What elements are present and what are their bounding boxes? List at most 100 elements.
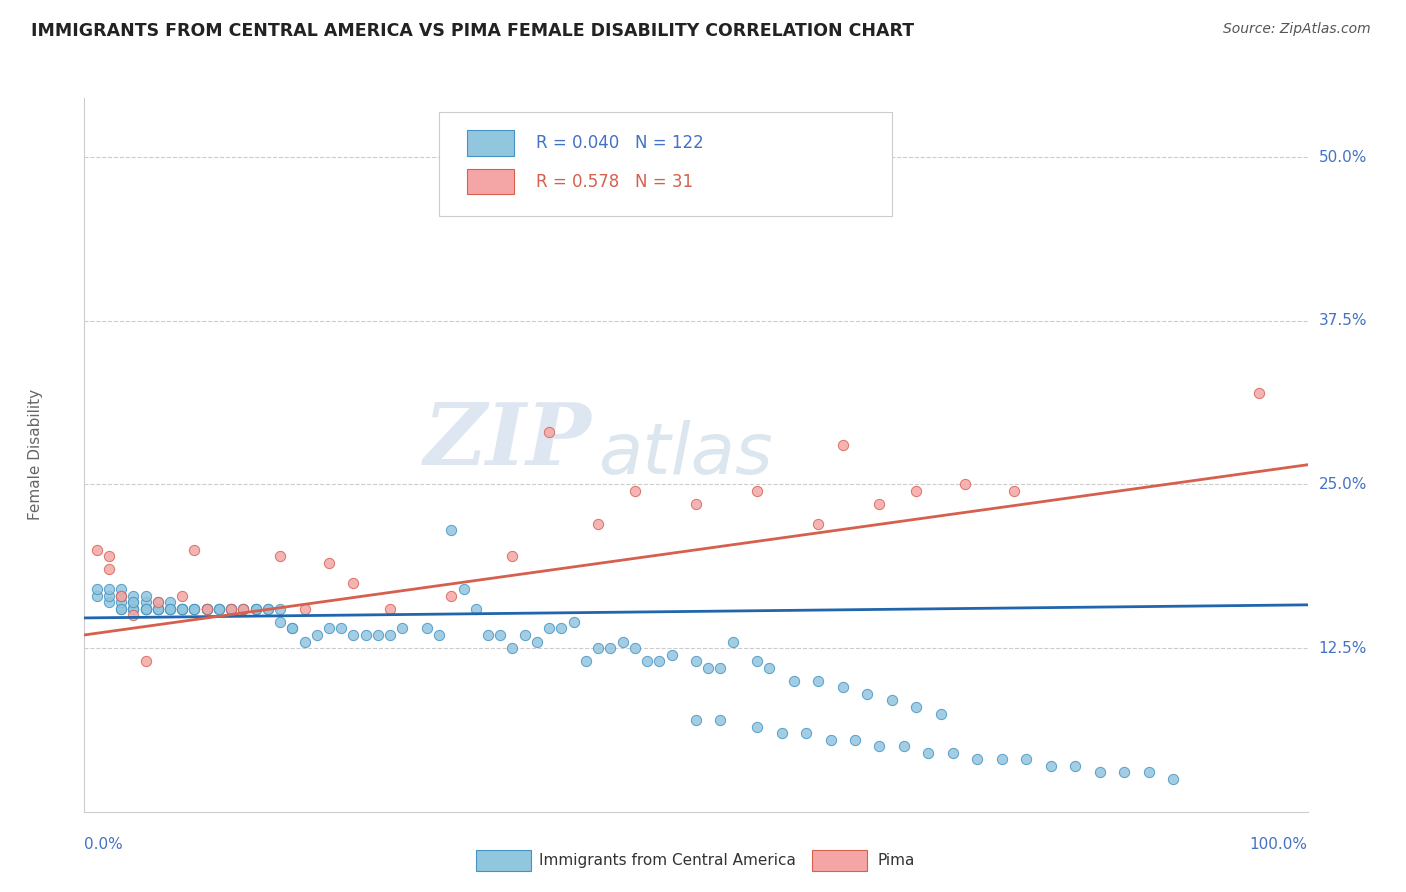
- Point: [232, 601, 254, 615]
- Text: Pima: Pima: [877, 853, 914, 868]
- Point: [219, 601, 242, 615]
- Point: [146, 601, 169, 615]
- Point: [110, 601, 132, 615]
- Point: [172, 589, 194, 603]
- Point: [427, 628, 450, 642]
- Point: [232, 601, 254, 615]
- Point: [905, 483, 928, 498]
- Point: [747, 654, 769, 668]
- Point: [747, 720, 769, 734]
- Point: [1015, 752, 1038, 766]
- Point: [685, 654, 707, 668]
- Point: [97, 562, 120, 576]
- Point: [917, 746, 939, 760]
- Point: [281, 621, 304, 635]
- Text: R = 0.040   N = 122: R = 0.040 N = 122: [536, 134, 703, 152]
- Point: [122, 601, 145, 615]
- Point: [1161, 772, 1184, 786]
- Point: [526, 634, 548, 648]
- Point: [440, 523, 463, 537]
- Point: [380, 628, 402, 642]
- Point: [318, 556, 340, 570]
- Point: [245, 601, 267, 615]
- Point: [942, 746, 965, 760]
- Point: [195, 601, 218, 615]
- Point: [575, 654, 598, 668]
- Point: [172, 601, 194, 615]
- Text: R = 0.578   N = 31: R = 0.578 N = 31: [536, 173, 693, 191]
- Point: [183, 601, 205, 615]
- Point: [281, 621, 304, 635]
- Text: 100.0%: 100.0%: [1250, 837, 1308, 852]
- Point: [1002, 483, 1025, 498]
- FancyBboxPatch shape: [467, 130, 513, 156]
- Point: [159, 601, 181, 615]
- Point: [122, 601, 145, 615]
- Point: [905, 700, 928, 714]
- Point: [110, 601, 132, 615]
- Point: [146, 595, 169, 609]
- Point: [794, 726, 817, 740]
- Point: [1114, 765, 1136, 780]
- Point: [159, 601, 181, 615]
- Point: [257, 601, 280, 615]
- Point: [195, 601, 218, 615]
- Point: [97, 549, 120, 564]
- Point: [489, 628, 512, 642]
- Point: [342, 575, 364, 590]
- Point: [110, 589, 132, 603]
- Point: [869, 497, 891, 511]
- Point: [783, 673, 806, 688]
- Point: [586, 516, 609, 531]
- Point: [1137, 765, 1160, 780]
- Point: [856, 687, 879, 701]
- Point: [172, 601, 194, 615]
- Point: [159, 595, 181, 609]
- Point: [562, 615, 585, 629]
- Point: [257, 601, 280, 615]
- Point: [453, 582, 475, 596]
- Point: [318, 621, 340, 635]
- Point: [330, 621, 353, 635]
- Point: [97, 589, 120, 603]
- Point: [869, 739, 891, 754]
- Point: [831, 438, 853, 452]
- Text: Source: ZipAtlas.com: Source: ZipAtlas.com: [1223, 22, 1371, 37]
- Point: [929, 706, 952, 721]
- Point: [416, 621, 439, 635]
- Point: [538, 621, 561, 635]
- Point: [391, 621, 413, 635]
- Point: [245, 601, 267, 615]
- Point: [208, 601, 231, 615]
- Text: 37.5%: 37.5%: [1319, 313, 1367, 328]
- Point: [97, 595, 120, 609]
- Point: [146, 601, 169, 615]
- Point: [1247, 385, 1270, 400]
- Point: [624, 641, 647, 656]
- Point: [208, 601, 231, 615]
- Text: 0.0%: 0.0%: [84, 837, 124, 852]
- Point: [1039, 759, 1062, 773]
- Point: [661, 648, 683, 662]
- Point: [110, 595, 132, 609]
- Point: [354, 628, 377, 642]
- Point: [269, 615, 291, 629]
- Point: [1088, 765, 1111, 780]
- Point: [831, 681, 853, 695]
- Point: [636, 654, 658, 668]
- Point: [269, 549, 291, 564]
- Point: [880, 693, 903, 707]
- Point: [685, 497, 707, 511]
- Point: [709, 713, 731, 727]
- Point: [135, 601, 157, 615]
- Point: [183, 542, 205, 557]
- Point: [135, 601, 157, 615]
- Point: [110, 589, 132, 603]
- Point: [86, 589, 108, 603]
- Point: [758, 661, 780, 675]
- Point: [86, 542, 108, 557]
- Point: [135, 601, 157, 615]
- Point: [697, 661, 720, 675]
- Text: 12.5%: 12.5%: [1319, 640, 1367, 656]
- Point: [893, 739, 915, 754]
